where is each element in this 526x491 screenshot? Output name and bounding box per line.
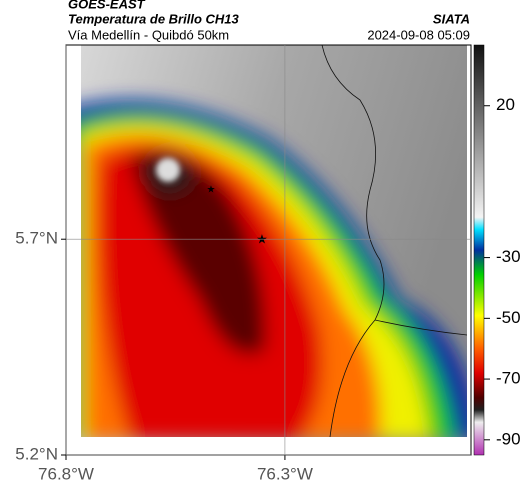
timestamp: 2024-09-08 05:09 — [367, 27, 470, 42]
svg-text:★: ★ — [207, 185, 216, 196]
satellite-image: ★ ★ — [81, 45, 467, 437]
y-tick-label: 5.7°N — [15, 229, 58, 248]
x-tick-label: 76.3°W — [257, 464, 313, 483]
title: Temperatura de Brillo CH13 — [68, 11, 240, 26]
brand: SIATA — [433, 11, 470, 26]
subtitle: Vía Medellín - Quibdó 50km — [68, 27, 229, 42]
colorbar-tick-label: -30 — [496, 247, 521, 266]
colorbar — [473, 44, 485, 456]
y-tick-label: 5.2°N — [15, 444, 58, 463]
colorbar-tick-label: 20 — [496, 95, 515, 114]
source: GOES-EAST — [68, 0, 146, 11]
x-tick-label: 76.8°W — [38, 464, 94, 483]
colorbar-tick-label: -50 — [496, 308, 521, 327]
colorbar-tick-label: -70 — [496, 369, 521, 388]
colorbar-tick-label: -90 — [496, 429, 521, 448]
